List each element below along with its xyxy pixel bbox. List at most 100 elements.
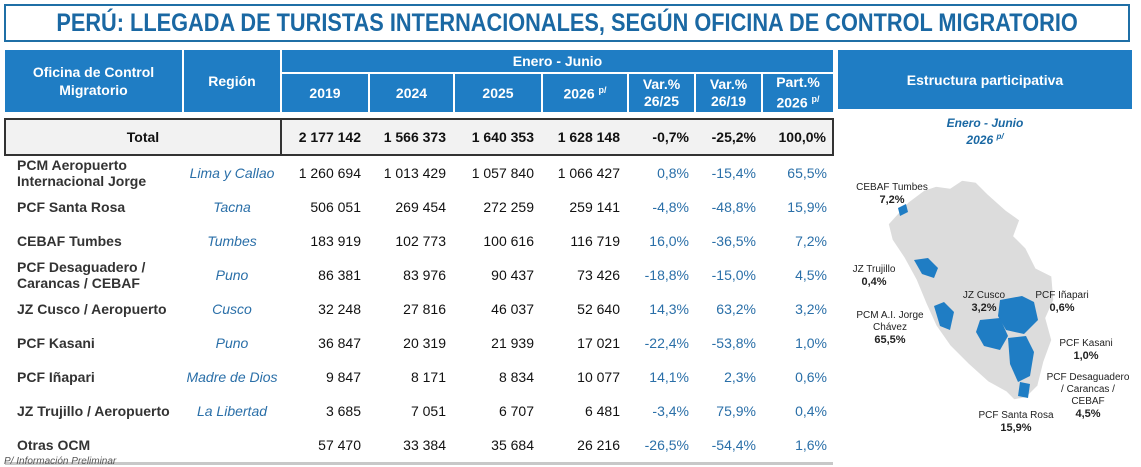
table-row: PCF Desaguadero / Carancas / CEBAF Puno 86… bbox=[5, 258, 833, 292]
row-2026: 116 719 bbox=[570, 232, 620, 249]
row-office-name: PCF Kasani bbox=[17, 334, 95, 351]
row-2026: 52 640 bbox=[577, 300, 620, 317]
row-2024: 83 976 bbox=[403, 266, 446, 283]
header-period: Enero - Junio bbox=[280, 50, 833, 74]
total-var-26-25: -0,7% bbox=[628, 117, 695, 156]
table-row: JZ Trujillo / Aeropuerto La Libertad 3 685… bbox=[5, 394, 833, 428]
row-var-26-25: 16,0% bbox=[649, 232, 689, 249]
label-trujillo: JZ Trujillo 0,4% bbox=[852, 264, 896, 288]
row-2025: 1 057 840 bbox=[471, 164, 534, 181]
table-row: CEBAF Tumbes Tumbes 183 919 102 773 100 616 1… bbox=[5, 224, 833, 258]
row-2019: 32 248 bbox=[318, 300, 361, 317]
row-region: Tacna bbox=[213, 198, 251, 215]
row-2024: 8 171 bbox=[410, 368, 446, 385]
row-var-26-25: -4,8% bbox=[652, 198, 689, 215]
row-var-26-25: -22,4% bbox=[644, 334, 689, 351]
label-santa-rosa: PCF Santa Rosa 15,9% bbox=[978, 410, 1054, 434]
row-2025: 90 437 bbox=[491, 266, 534, 283]
row-office-name: JZ Cusco / Aeropuerto bbox=[17, 300, 167, 317]
row-part: 65,5% bbox=[787, 164, 827, 181]
row-2024: 102 773 bbox=[395, 232, 446, 249]
row-var-26-19: -15,4% bbox=[711, 164, 756, 181]
row-2019: 36 847 bbox=[318, 334, 361, 351]
page-title-box: PERÚ: LLEGADA DE TURISTAS INTERNACIONALE… bbox=[4, 4, 1130, 42]
row-2024: 7 051 bbox=[410, 402, 446, 419]
table-row: PCF Kasani Puno 36 847 20 319 21 939 17 021 -2… bbox=[5, 326, 833, 360]
row-2024: 27 816 bbox=[403, 300, 446, 317]
region-tacna bbox=[1018, 382, 1030, 398]
row-office-name: PCF Santa Rosa bbox=[17, 198, 126, 215]
row-2025: 21 939 bbox=[491, 334, 534, 351]
label-tumbes: CEBAF Tumbes 7,2% bbox=[856, 182, 928, 206]
row-2019: 3 685 bbox=[325, 402, 361, 419]
row-office-name: PCF Iñapari bbox=[17, 368, 95, 385]
row-2024: 269 454 bbox=[395, 198, 446, 215]
row-part: 3,2% bbox=[795, 300, 827, 317]
row-office-name: PCF Desaguadero / Carancas / CEBAF bbox=[17, 258, 146, 291]
row-var-26-19: 75,9% bbox=[716, 402, 756, 419]
row-var-26-25: -26,5% bbox=[628, 427, 695, 465]
row-2019: 9 847 bbox=[325, 368, 361, 385]
footnote: P/ Información Preliminar bbox=[4, 456, 117, 467]
total-row: Total 2 177 142 1 566 373 1 640 353 1 62… bbox=[4, 117, 834, 156]
page-title: PERÚ: LLEGADA DE TURISTAS INTERNACIONALE… bbox=[56, 8, 1078, 37]
row-var-26-25: 14,3% bbox=[649, 300, 689, 317]
row-var-26-25: -18,8% bbox=[644, 266, 689, 283]
row-part: 0,4% bbox=[795, 402, 827, 419]
label-cusco: JZ Cusco 3,2% bbox=[962, 290, 1006, 314]
row-2025: 35 684 bbox=[454, 427, 542, 465]
header-2024: 2024 bbox=[368, 73, 454, 112]
row-office-name: Otras OCM bbox=[5, 427, 183, 465]
row-2025: 8 834 bbox=[498, 368, 534, 385]
row-2026: 10 077 bbox=[577, 368, 620, 385]
row-region: Puno bbox=[215, 266, 249, 283]
total-2019: 2 177 142 bbox=[280, 117, 369, 156]
region-madre-de-dios bbox=[998, 296, 1038, 334]
header-region: Región bbox=[182, 50, 281, 112]
header-var-26-19: Var.% 26/19 bbox=[694, 73, 762, 112]
row-part: 15,9% bbox=[787, 198, 827, 215]
row-2024: 33 384 bbox=[369, 427, 454, 465]
row-2019: 1 260 694 bbox=[298, 164, 361, 181]
side-title: Estructura participativa bbox=[838, 50, 1132, 109]
header-part-2026: Part.% 2026 p/ bbox=[761, 73, 833, 112]
row-var-26-19: -36,5% bbox=[711, 232, 756, 249]
row-region: Tumbes bbox=[207, 232, 257, 249]
arrivals-table: Oficina de Control Migratorio Región Ene… bbox=[4, 50, 834, 465]
row-2024: 20 319 bbox=[403, 334, 446, 351]
row-region: Lima y Callao bbox=[189, 164, 275, 181]
region-tumbes bbox=[898, 204, 908, 216]
row-part: 1,6% bbox=[762, 427, 833, 465]
row-region: La Libertad bbox=[196, 402, 268, 419]
label-jorge-chavez: PCM A.I. Jorge Chávez 65,5% bbox=[856, 310, 924, 346]
table-row: JZ Cusco / Aeropuerto Cusco 32 248 27 816 46… bbox=[5, 292, 833, 326]
row-office-name: PCM Aeropuerto Internacional Jorge bbox=[17, 156, 147, 189]
side-period: Enero - Junio 2026 p/ bbox=[946, 116, 1024, 147]
header-office: Oficina de Control Migratorio bbox=[5, 50, 183, 112]
row-2026: 6 481 bbox=[584, 402, 620, 419]
region-cusco bbox=[976, 318, 1008, 350]
row-2019: 506 051 bbox=[310, 198, 361, 215]
header-var-26-25: Var.% 26/25 bbox=[627, 73, 695, 112]
header-2019: 2019 bbox=[280, 73, 369, 112]
row-var-26-19: -15,0% bbox=[711, 266, 756, 283]
row-2019: 57 470 bbox=[281, 427, 369, 465]
row-var-26-19: -48,8% bbox=[711, 198, 756, 215]
row-var-26-19: -53,8% bbox=[711, 334, 756, 351]
total-2024: 1 566 373 bbox=[369, 117, 454, 156]
total-label: Total bbox=[4, 117, 281, 156]
row-var-26-19: -54,4% bbox=[695, 427, 762, 465]
row-2025: 272 259 bbox=[483, 198, 534, 215]
row-2026: 73 426 bbox=[577, 266, 620, 283]
peru-map-svg bbox=[887, 179, 1055, 401]
total-2026: 1 628 148 bbox=[542, 117, 628, 156]
label-inapari: PCF Iñapari 0,6% bbox=[1035, 290, 1089, 314]
row-2025: 100 616 bbox=[483, 232, 534, 249]
region-la-libertad bbox=[914, 258, 938, 278]
label-kasani: PCF Kasani 1,0% bbox=[1059, 338, 1113, 362]
row-region bbox=[183, 427, 281, 465]
row-part: 0,6% bbox=[795, 368, 827, 385]
row-2025: 46 037 bbox=[491, 300, 534, 317]
row-var-26-19: 63,2% bbox=[716, 300, 756, 317]
table-row: PCM Aeropuerto Internacional Jorge Lima y… bbox=[5, 155, 833, 190]
